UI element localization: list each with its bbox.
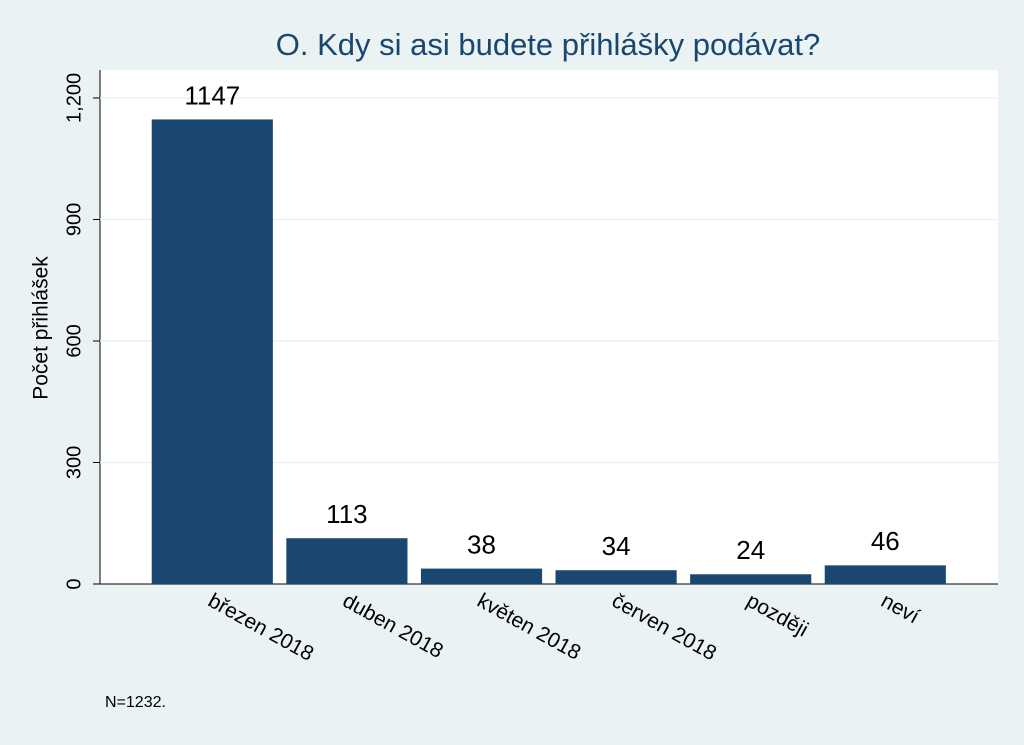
- y-axis-label: Počet přihlášek: [30, 256, 53, 400]
- bar: [555, 570, 677, 584]
- data-label: 113: [326, 499, 367, 529]
- chart-title: O. Kdy si asi budete přihlášky podávat?: [276, 27, 821, 62]
- data-label: 34: [602, 531, 631, 561]
- bar: [286, 538, 408, 584]
- data-label: 1147: [184, 80, 240, 110]
- y-tick-label: 0: [63, 578, 85, 589]
- note: N=1232.: [105, 694, 166, 711]
- bar: [151, 119, 273, 585]
- data-label: 46: [871, 526, 900, 556]
- y-tick-label: 300: [63, 446, 85, 479]
- y-tick-label: 900: [63, 203, 85, 236]
- y-tick-label: 600: [63, 324, 85, 357]
- bar: [420, 568, 543, 584]
- data-label: 38: [467, 529, 496, 559]
- bar: [690, 574, 812, 584]
- bar: [824, 565, 946, 584]
- y-tick-label: 1,200: [63, 73, 85, 123]
- data-label: 24: [736, 535, 765, 565]
